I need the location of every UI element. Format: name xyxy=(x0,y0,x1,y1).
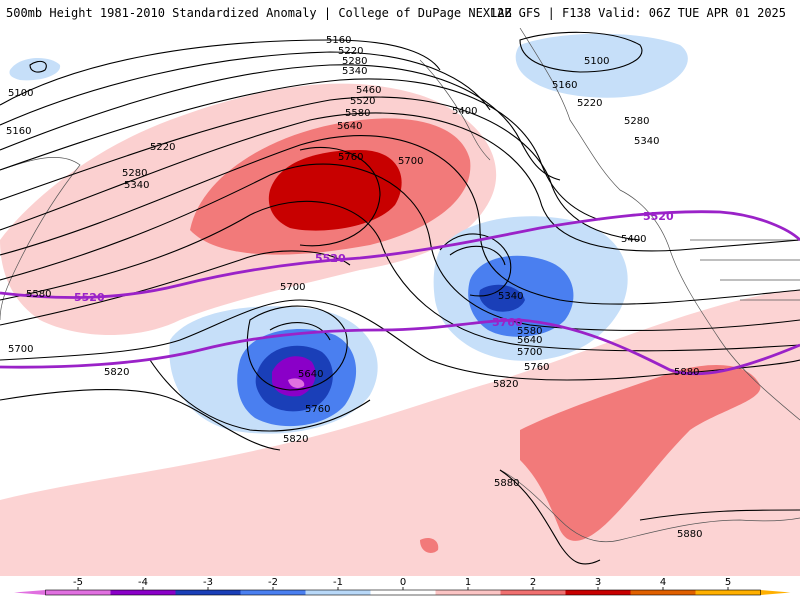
colorbar-ticks: -5 -4 -3 -2 -1 0 1 2 3 4 5 xyxy=(73,577,731,590)
contour-label-5460: 5460 xyxy=(356,85,381,96)
colorbar-high-arrow xyxy=(760,590,791,595)
contour-label-5820-ec: 5820 xyxy=(493,379,518,390)
contour-label-5160-left: 5160 xyxy=(6,126,31,137)
colorbar-swatch xyxy=(240,590,306,595)
colorbar-swatch xyxy=(630,590,696,595)
colorbar-tick-label: -2 xyxy=(268,577,278,588)
colorbar-tick-label: 1 xyxy=(465,577,471,588)
model-run-valid-time: 12Z GFS | F138 Valid: 06Z TUE APR 01 202… xyxy=(489,6,786,20)
colorbar-swatch xyxy=(500,590,566,595)
contour-label-5640: 5640 xyxy=(337,121,362,132)
contour-label-5280-e: 5280 xyxy=(624,116,649,127)
contour-label-5580-w: 5580 xyxy=(26,289,51,300)
contour-label-5220-left: 5220 xyxy=(150,142,175,153)
contour-label-5760-ec: 5760 xyxy=(524,362,549,373)
colorbar-tick-label: -5 xyxy=(73,577,83,588)
contour-label-5520-mid: 5520 xyxy=(350,96,375,107)
contour-label-5340-e: 5340 xyxy=(634,136,659,147)
colorbar-tick-label: -4 xyxy=(138,577,148,588)
contour-label-5580: 5580 xyxy=(345,108,370,119)
colorbar-swatch xyxy=(110,590,176,595)
colorbar-tick-label: 4 xyxy=(660,577,666,588)
climatology-label-5760: 5760 xyxy=(492,316,523,329)
colorbar-tick-label: -1 xyxy=(333,577,343,588)
contour-label-5280-top: 5280 xyxy=(342,56,367,67)
negative-anomaly-shading xyxy=(9,33,688,434)
contour-label-5340-ec: 5340 xyxy=(498,291,523,302)
colorbar-swatch xyxy=(565,590,631,595)
contour-label-5640-ec: 5640 xyxy=(517,335,542,346)
anomaly-map: 5160 5220 5280 5340 5460 5520 5580 5640 … xyxy=(0,28,800,576)
contour-label-5220-ne: 5220 xyxy=(577,98,602,109)
contour-label-5880-s: 5880 xyxy=(494,478,519,489)
contour-label-5700-mid: 5700 xyxy=(280,282,305,293)
map-title: 500mb Height 1981-2010 Standardized Anom… xyxy=(6,6,512,20)
contour-label-5400-a: 5400 xyxy=(452,106,477,117)
coastlines xyxy=(0,28,800,543)
contour-label-5220-top: 5220 xyxy=(338,46,363,57)
contour-label-5280-left: 5280 xyxy=(122,168,147,179)
colorbar-tick-label: 2 xyxy=(530,577,536,588)
colorbar-swatch xyxy=(175,590,241,595)
colorbar-tick-label: 0 xyxy=(400,577,406,588)
climatology-contours xyxy=(0,210,800,376)
contour-label-5340-top: 5340 xyxy=(342,66,367,77)
colorbar-swatch xyxy=(370,590,436,595)
contour-label-5160-top: 5160 xyxy=(326,35,351,46)
contour-label-5820-w: 5820 xyxy=(104,367,129,378)
map-header: 500mb Height 1981-2010 Standardized Anom… xyxy=(0,0,800,28)
colorbar-tick-label: -3 xyxy=(203,577,213,588)
contour-label-5100-ne: 5100 xyxy=(584,56,609,67)
climatology-label-5520-east: 5520 xyxy=(643,210,674,223)
contour-label-5700-ec: 5700 xyxy=(517,347,542,358)
colorbar-tick-label: 3 xyxy=(595,577,601,588)
positive-anomaly-shading xyxy=(0,83,800,576)
colorbar-swatch xyxy=(305,590,371,595)
climatology-label-5520-central: 5520 xyxy=(315,252,346,265)
contour-label-5880-se: 5880 xyxy=(677,529,702,540)
colorbar-swatch xyxy=(435,590,501,595)
contour-label-5400-e: 5400 xyxy=(621,234,646,245)
colorbar-swatch xyxy=(695,590,761,595)
colorbar-low-arrow xyxy=(14,590,46,595)
colorbar-swatches xyxy=(14,589,791,596)
contour-label-5340-left: 5340 xyxy=(124,180,149,191)
contour-label-5760-a: 5760 xyxy=(338,152,363,163)
height-contours xyxy=(0,31,800,565)
climatology-label-5520-west: 5520 xyxy=(74,291,105,304)
contour-label-5580-ec: 5580 xyxy=(517,326,542,337)
contour-label-5160-ne: 5160 xyxy=(552,80,577,91)
colorbar-swatch xyxy=(45,590,111,595)
contour-label-5640-low: 5640 xyxy=(298,369,323,380)
contour-label-5100-left: 5100 xyxy=(8,88,33,99)
contour-label-5700-w: 5700 xyxy=(8,344,33,355)
anomaly-colorbar: -5 -4 -3 -2 -1 0 1 2 3 4 5 xyxy=(14,577,791,596)
contour-label-5880-e: 5880 xyxy=(674,367,699,378)
contour-label-5760-low: 5760 xyxy=(305,404,330,415)
contour-label-5700-a: 5700 xyxy=(398,156,423,167)
contour-label-5820-low: 5820 xyxy=(283,434,308,445)
colorbar-tick-label: 5 xyxy=(725,577,731,588)
